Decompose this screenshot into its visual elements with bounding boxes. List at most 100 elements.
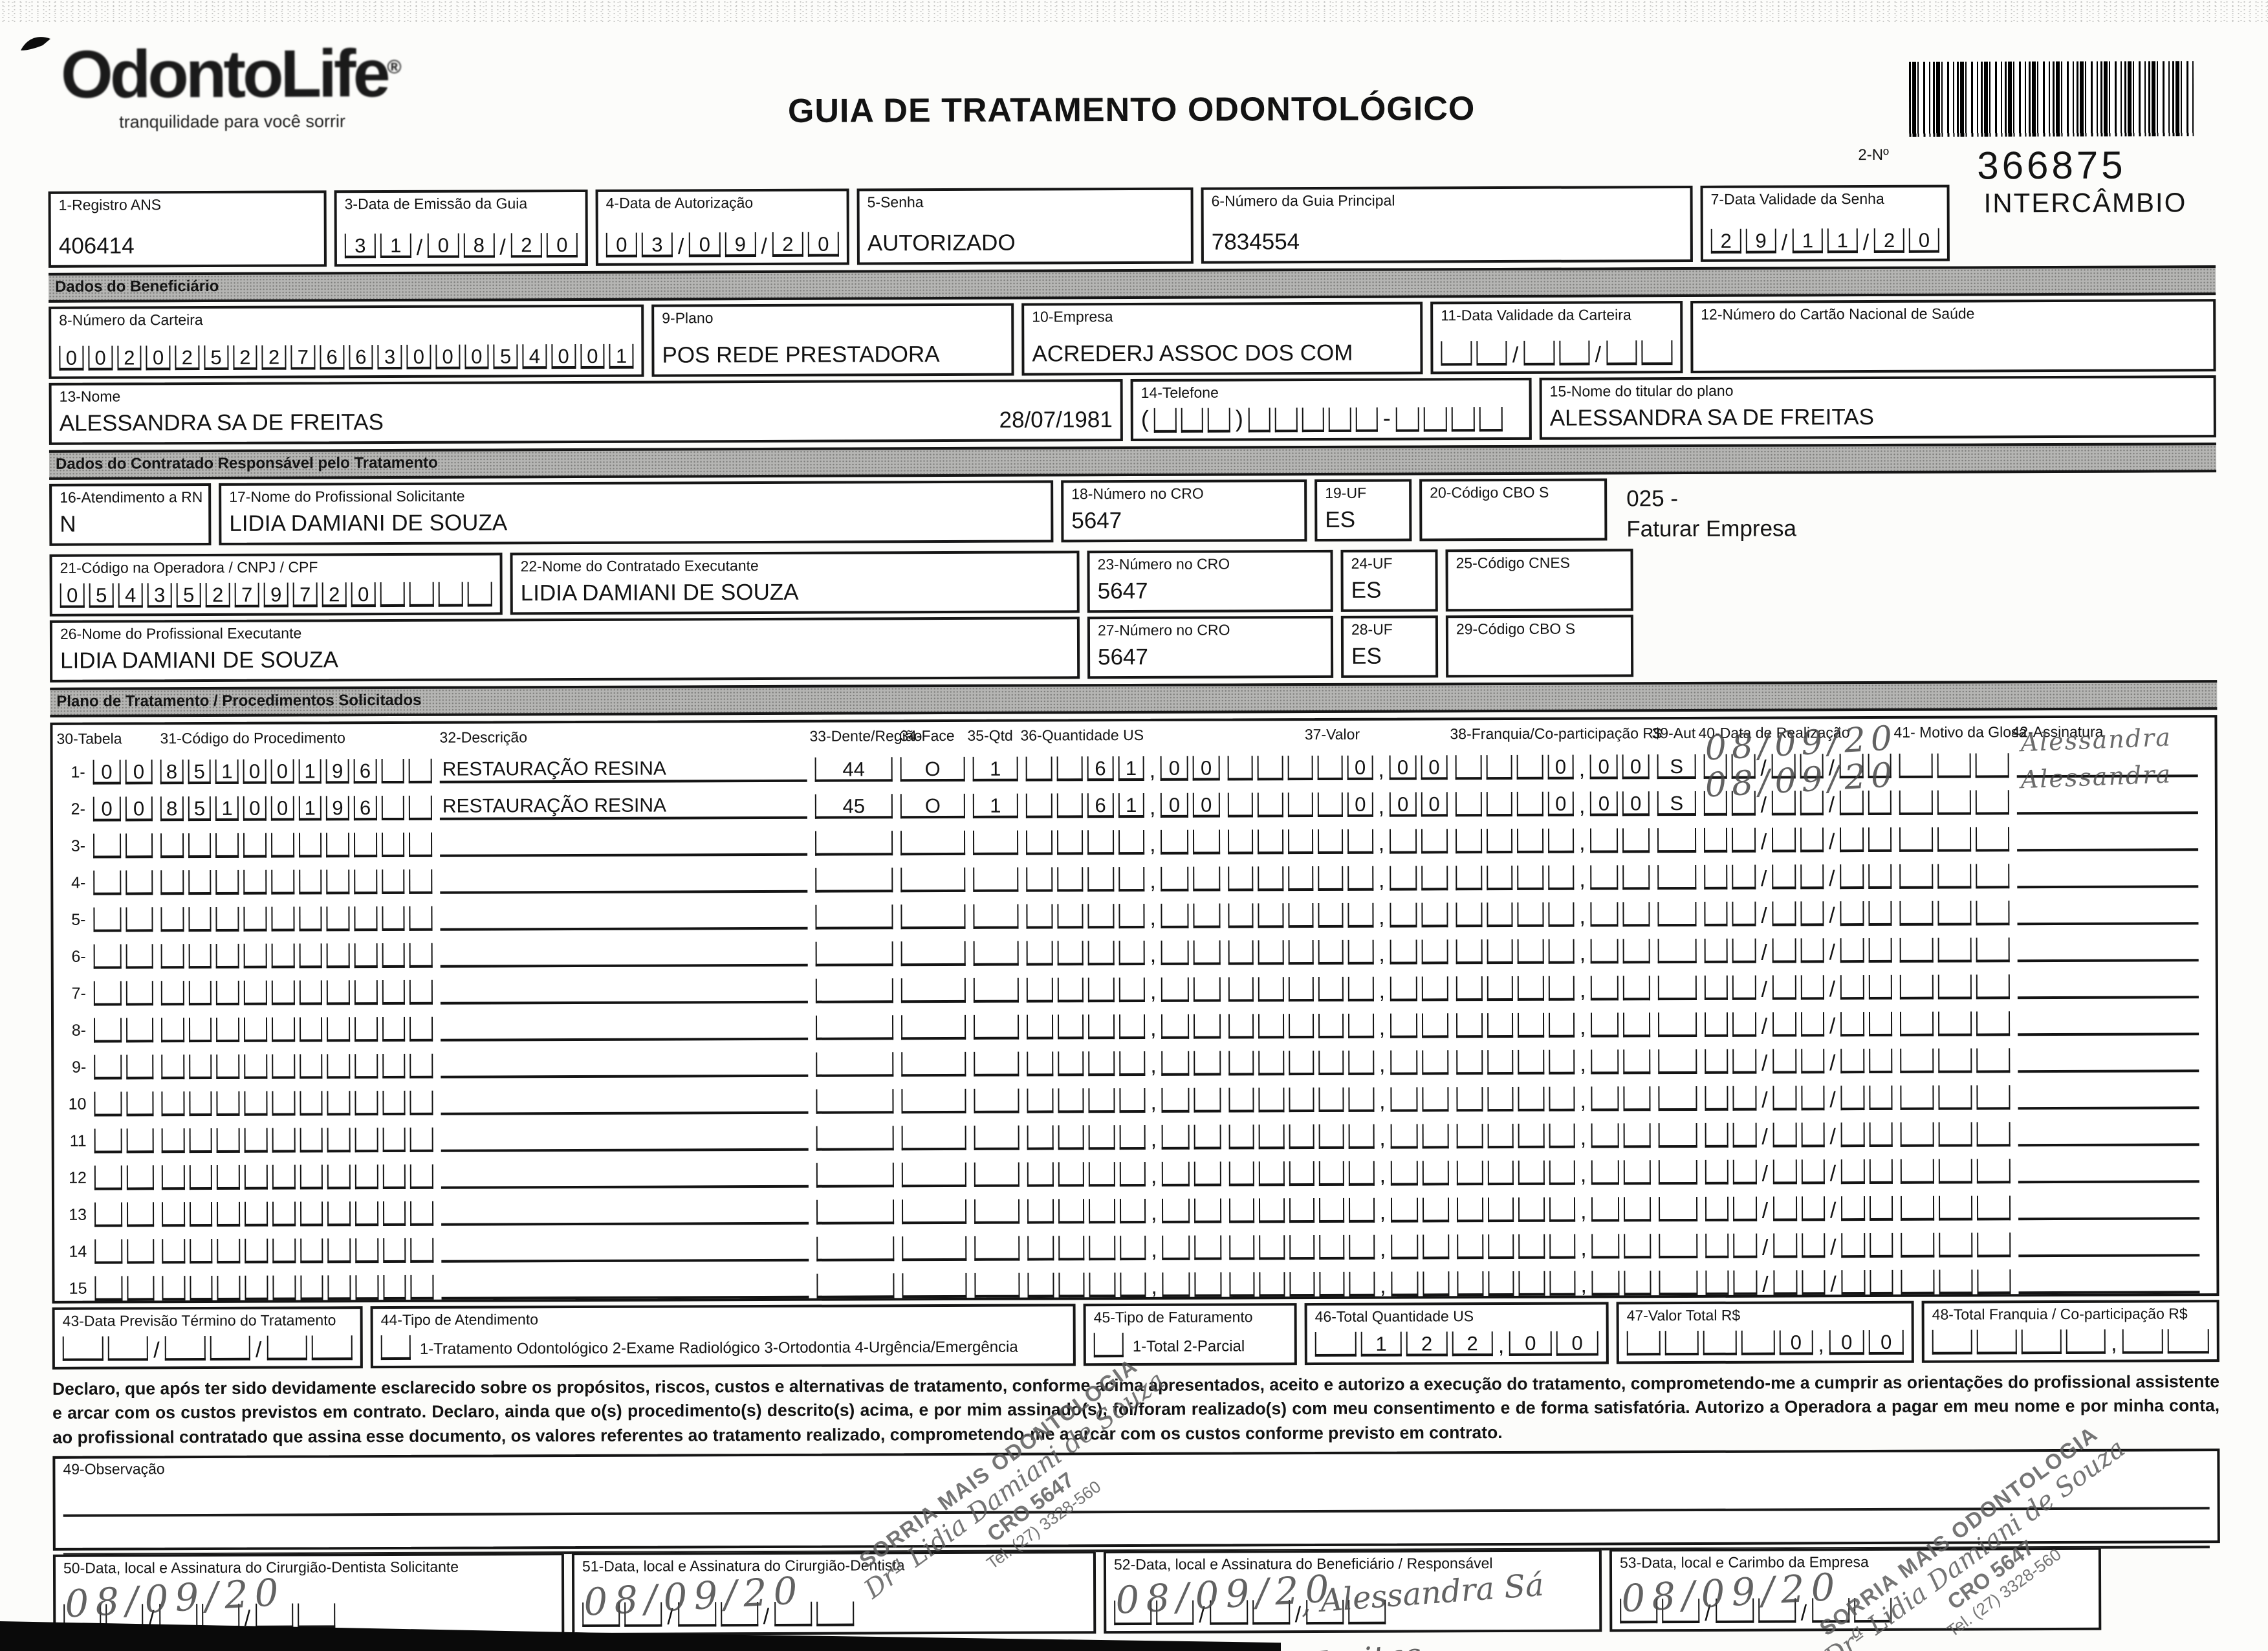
odontolife-logo: OdontoLife® tranquilidade para você sorr…: [61, 36, 552, 133]
digit-cell: [1457, 1234, 1483, 1259]
motivo-glosa-comb: [1899, 937, 2010, 963]
quantidade-us-comb: ,: [1026, 829, 1221, 857]
tabela-comb: [94, 1164, 154, 1190]
digit-cell: [815, 830, 893, 856]
digit-cell: [94, 1091, 122, 1117]
digit-cell: [1591, 1196, 1619, 1222]
digit-cell: [126, 1275, 155, 1300]
digit-cell: [1228, 1197, 1255, 1223]
digit-cell: 2: [772, 232, 803, 257]
quantidade-us-comb: ,: [1026, 977, 1221, 1004]
digit-cell: [243, 869, 267, 895]
digit-cell: [1347, 829, 1373, 854]
digit-cell: [1976, 1329, 2017, 1354]
signature-line: [2017, 857, 2199, 888]
digit-cell: [1732, 1122, 1757, 1148]
qtd-comb: [973, 1014, 1020, 1040]
digit-cell: [1840, 790, 1864, 815]
signature-line: [2018, 1115, 2199, 1146]
digit-cell: [1548, 1012, 1575, 1038]
digit-cell: [1194, 1088, 1221, 1113]
digit-cell: [1840, 974, 1864, 1000]
digit-cell: 0: [580, 344, 605, 369]
motivo-glosa-comb: [1899, 900, 2010, 926]
row-number: 4-: [71, 873, 86, 892]
aut-comb: [1658, 1122, 1697, 1148]
digit-cell: [382, 906, 405, 931]
digit-cell: [94, 1054, 122, 1080]
qtd-comb: [973, 904, 1019, 929]
valor-comb: ,: [1228, 1012, 1449, 1040]
motivo-glosa-comb: [1900, 1121, 2011, 1147]
digit-cell: [1423, 407, 1447, 432]
digit-cell: [1591, 1159, 1619, 1185]
digit-cell: [1306, 1600, 1344, 1625]
codigo-comb: [161, 1164, 433, 1190]
digit-cell: [1057, 977, 1084, 1002]
digit-cell: [1087, 940, 1115, 965]
digit-cell: [1657, 901, 1697, 926]
digit-cell: [354, 943, 378, 968]
dente-comb: [816, 1162, 894, 1188]
digit-cell: 0: [93, 796, 121, 822]
digit-cell: [1479, 407, 1503, 432]
franquia-comb: ,: [1456, 1049, 1651, 1077]
digit-cell: 0: [689, 232, 721, 257]
barcode-number-label: 2-Nº: [1858, 146, 1889, 164]
digit-cell: [1302, 407, 1325, 433]
digit-cell: [1658, 1122, 1697, 1148]
digit-cell: 8: [160, 759, 184, 784]
digit-cell: [1772, 1159, 1797, 1185]
digit-cell: 0: [1622, 791, 1650, 816]
digit-cell: [210, 1335, 251, 1361]
digit-cell: [1977, 1269, 2011, 1294]
procedure-row-8: 8- , , , / /: [54, 998, 2216, 1043]
digit-cell: [901, 1088, 966, 1113]
digit-cell: 6: [1087, 793, 1114, 818]
digit-cell: [1348, 1050, 1374, 1075]
valor-comb: ,: [1228, 1197, 1450, 1225]
digit-cell: [1319, 1271, 1345, 1296]
digit-cell: [1771, 790, 1796, 816]
digit-cell: [94, 1128, 122, 1154]
digit-cell: [1732, 938, 1756, 963]
digit-cell: [1658, 1196, 1698, 1221]
digit-cell: 6: [320, 345, 345, 370]
digit-cell: [245, 1238, 268, 1263]
digit-cell: [1026, 1014, 1053, 1040]
tabela-comb: [93, 906, 153, 932]
digit-cell: 1: [215, 796, 239, 821]
digit-cell: [1659, 1270, 1698, 1295]
digit-cell: 0: [1868, 1329, 1904, 1355]
digit-cell: [125, 1054, 154, 1079]
digit-cell: [1058, 1272, 1085, 1297]
digit-cell: [1161, 903, 1189, 928]
digit-cell: [1549, 1271, 1576, 1296]
digit-cell: [1349, 1197, 1375, 1223]
digit-cell: [409, 795, 432, 820]
digit-cell: 1: [1118, 756, 1144, 781]
digit-cell: [1590, 864, 1619, 890]
tabela-comb: [93, 980, 153, 1006]
digit-cell: [1487, 1049, 1514, 1075]
motivo-glosa-comb: [1900, 1195, 2011, 1221]
digit-cell: [1027, 1272, 1054, 1298]
digit-cell: [1228, 1124, 1255, 1149]
signature-line: [2017, 931, 2199, 962]
digit-cell: [125, 943, 153, 968]
digit-cell: [327, 1127, 351, 1152]
digit-cell: 0: [1347, 755, 1373, 780]
valor-comb: ,: [1228, 1123, 1449, 1151]
digit-cell: 2: [1406, 1331, 1448, 1357]
digit-cell: [1868, 901, 1892, 926]
digit-cell: [125, 980, 153, 1005]
digit-cell: [1487, 1197, 1514, 1222]
digit-cell: [272, 1238, 296, 1263]
row-number: 12: [69, 1168, 87, 1187]
digit-cell: [1900, 1048, 1934, 1073]
tabela-comb: [94, 1238, 155, 1264]
digit-cell: [1314, 1331, 1357, 1357]
quantidade-us-comb: ,: [1026, 903, 1221, 930]
digit-cell: [272, 1201, 296, 1227]
